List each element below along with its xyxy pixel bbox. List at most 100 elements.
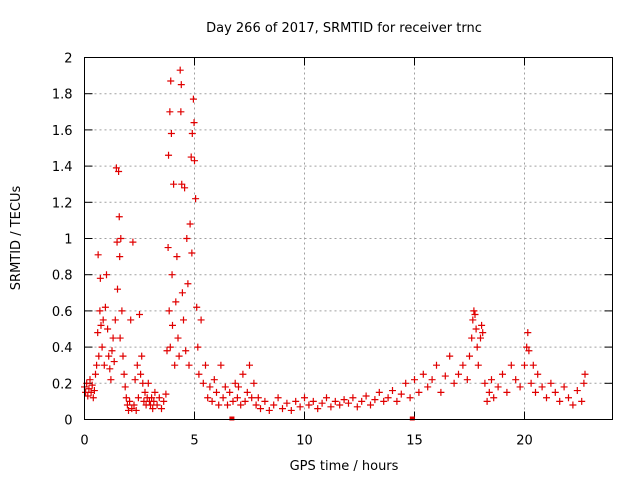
gap-markers xyxy=(229,416,415,421)
chart-title: Day 266 of 2017, SRMTID for receiver trn… xyxy=(206,21,482,36)
data-point xyxy=(257,405,264,413)
y-tick-label: 1 xyxy=(64,233,72,248)
data-point xyxy=(125,406,132,414)
data-point xyxy=(472,325,480,333)
data-point xyxy=(367,401,374,409)
data-point xyxy=(101,303,109,311)
y-tick-label: 0 xyxy=(64,414,72,429)
data-point xyxy=(144,379,152,387)
data-point xyxy=(195,370,203,378)
data-point xyxy=(270,401,278,409)
data-point xyxy=(481,379,489,387)
data-point xyxy=(165,151,173,159)
data-point xyxy=(474,361,482,369)
data-point xyxy=(231,379,239,387)
data-point xyxy=(296,403,304,411)
data-point xyxy=(158,405,165,413)
data-point xyxy=(176,66,184,74)
data-point xyxy=(151,388,159,396)
data-point xyxy=(237,401,245,409)
data-point xyxy=(90,387,98,395)
data-point xyxy=(323,394,330,402)
data-point xyxy=(265,406,273,414)
data-point xyxy=(153,401,161,409)
data-point xyxy=(523,343,531,351)
data-point xyxy=(112,164,120,172)
data-point xyxy=(116,253,124,261)
data-point xyxy=(362,392,370,400)
data-point xyxy=(100,361,108,369)
data-point xyxy=(150,397,158,405)
data-point xyxy=(450,379,458,387)
data-point xyxy=(141,388,149,396)
data-point xyxy=(98,343,106,351)
data-point xyxy=(119,352,127,360)
data-point xyxy=(93,361,101,369)
data-point xyxy=(529,361,537,369)
data-point xyxy=(188,249,196,257)
data-point xyxy=(411,376,418,384)
data-point xyxy=(206,383,214,391)
data-point xyxy=(193,303,201,311)
data-point xyxy=(210,376,218,384)
data-point xyxy=(235,383,242,391)
data-point xyxy=(147,401,154,409)
data-point xyxy=(547,379,555,387)
data-point xyxy=(318,399,326,407)
data-point xyxy=(149,405,157,413)
data-point xyxy=(470,307,478,315)
data-point xyxy=(241,397,249,405)
data-point xyxy=(185,361,193,369)
data-point xyxy=(110,358,118,366)
data-point xyxy=(175,352,183,360)
data-point xyxy=(166,343,174,351)
data-point xyxy=(192,195,200,203)
data-point xyxy=(136,311,143,319)
data-point xyxy=(389,387,396,395)
data-point xyxy=(208,397,216,405)
data-point xyxy=(459,361,467,369)
data-point xyxy=(477,334,484,342)
y-tick-label: 0.8 xyxy=(52,269,73,284)
data-point xyxy=(99,316,107,324)
data-point xyxy=(122,394,130,402)
data-point xyxy=(132,406,140,414)
data-point xyxy=(137,370,145,378)
data-point xyxy=(488,376,495,384)
data-point xyxy=(189,95,197,103)
data-point xyxy=(84,392,92,400)
data-point xyxy=(503,388,511,396)
data-point xyxy=(380,397,388,405)
data-point xyxy=(184,280,192,288)
data-point xyxy=(160,397,168,405)
data-point xyxy=(305,401,313,409)
data-point xyxy=(226,388,234,396)
data-point xyxy=(507,361,515,369)
data-point xyxy=(490,394,498,402)
data-point xyxy=(113,238,121,246)
y-tick-label: 1.4 xyxy=(52,160,73,175)
data-point xyxy=(177,81,185,89)
y-tick-label: 1.2 xyxy=(52,196,73,211)
data-point xyxy=(121,383,129,391)
data-point xyxy=(345,399,352,407)
data-point xyxy=(233,394,241,402)
data-point xyxy=(86,376,94,384)
data-point xyxy=(219,394,227,402)
data-point xyxy=(194,343,202,351)
data-point xyxy=(521,361,528,369)
data-point xyxy=(397,390,405,398)
data-point xyxy=(485,388,493,396)
data-point xyxy=(172,298,180,306)
data-point xyxy=(186,220,194,228)
data-point xyxy=(163,347,171,355)
data-point xyxy=(155,394,163,402)
data-point xyxy=(524,329,532,337)
data-point xyxy=(441,372,449,380)
data-point xyxy=(162,390,170,398)
x-tick-label: 10 xyxy=(296,434,313,449)
data-point xyxy=(428,376,436,384)
data-point xyxy=(274,394,282,402)
x-tick-label: 20 xyxy=(516,434,533,449)
data-point xyxy=(384,394,392,402)
